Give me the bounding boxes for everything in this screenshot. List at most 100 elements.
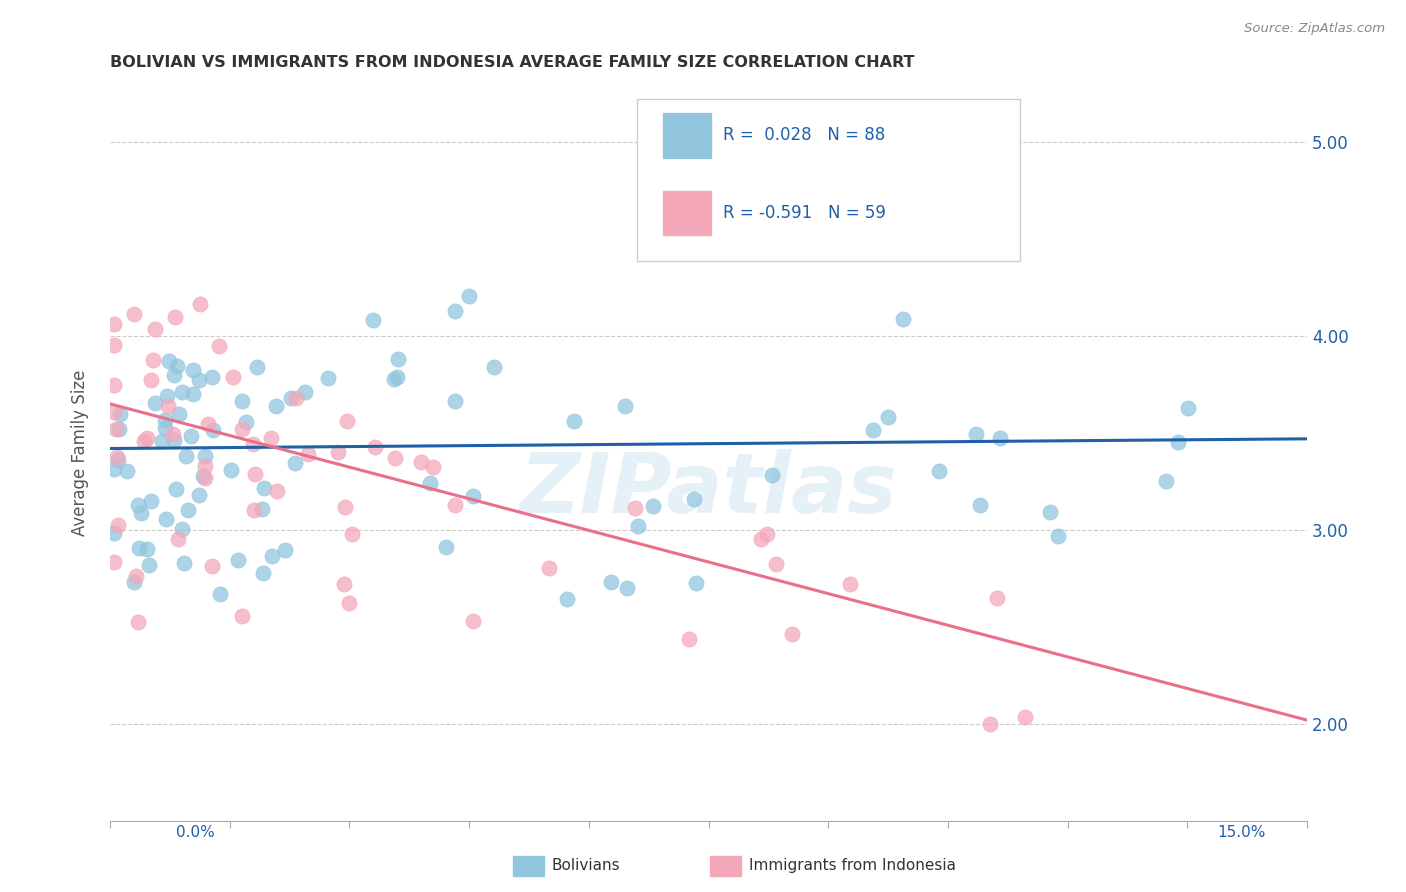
Point — [143, 396, 166, 410]
Point — [128, 541, 150, 555]
Point — [153, 413, 176, 427]
FancyBboxPatch shape — [664, 191, 711, 235]
Point — [167, 407, 190, 421]
Text: R =  0.028   N = 88: R = 0.028 N = 88 — [723, 127, 886, 145]
Point — [172, 384, 194, 399]
Point — [463, 614, 485, 628]
Point — [122, 307, 145, 321]
Point — [173, 556, 195, 570]
Point — [139, 372, 162, 386]
Point — [250, 502, 273, 516]
Point — [458, 289, 481, 303]
Point — [201, 559, 224, 574]
Point — [260, 549, 283, 563]
Point — [555, 591, 578, 606]
Point — [181, 387, 204, 401]
Point — [285, 391, 308, 405]
Point — [613, 399, 636, 413]
Point — [1167, 435, 1189, 450]
Point — [969, 498, 991, 512]
Point — [1177, 401, 1199, 415]
Point — [1046, 528, 1069, 542]
Point — [444, 304, 467, 318]
Point — [335, 500, 357, 514]
Point — [333, 577, 356, 591]
FancyBboxPatch shape — [664, 113, 711, 158]
Point — [132, 434, 155, 449]
Text: 15.0%: 15.0% — [1218, 825, 1265, 840]
Point — [1014, 710, 1036, 724]
Point — [266, 483, 288, 498]
Point — [761, 467, 783, 482]
Point — [108, 407, 131, 421]
Point — [326, 445, 349, 459]
Point — [409, 455, 432, 469]
Point — [163, 434, 186, 448]
Point — [167, 533, 190, 547]
Point — [280, 391, 302, 405]
Point — [641, 499, 664, 513]
Point — [163, 368, 186, 383]
Point — [103, 526, 125, 541]
Point — [187, 372, 209, 386]
Point — [274, 543, 297, 558]
Point — [562, 413, 585, 427]
Point — [181, 363, 204, 377]
Point — [297, 447, 319, 461]
Point — [135, 431, 157, 445]
Point — [162, 427, 184, 442]
Point — [166, 359, 188, 373]
Point — [627, 519, 650, 533]
Point — [125, 569, 148, 583]
Point — [115, 464, 138, 478]
Point — [138, 558, 160, 572]
Point — [103, 378, 125, 392]
Point — [159, 354, 181, 368]
Point — [208, 586, 231, 600]
Text: BOLIVIAN VS IMMIGRANTS FROM INDONESIA AVERAGE FAMILY SIZE CORRELATION CHART: BOLIVIAN VS IMMIGRANTS FROM INDONESIA AV… — [110, 55, 914, 70]
Point — [364, 440, 387, 454]
Point — [107, 453, 129, 467]
Point — [155, 421, 177, 435]
Point — [444, 394, 467, 409]
Point — [1154, 474, 1177, 488]
Point — [986, 591, 1008, 606]
Point — [682, 491, 704, 506]
Point — [127, 499, 149, 513]
Point — [188, 297, 211, 311]
Point — [202, 423, 225, 437]
Point — [143, 322, 166, 336]
Point — [142, 353, 165, 368]
Point — [284, 457, 307, 471]
Point — [336, 414, 359, 428]
Point — [382, 372, 405, 386]
Point — [122, 575, 145, 590]
Point — [245, 467, 267, 481]
Point — [131, 506, 153, 520]
Point — [599, 574, 621, 589]
Point — [156, 399, 179, 413]
Point — [201, 370, 224, 384]
Point — [419, 476, 441, 491]
Point — [231, 393, 253, 408]
Point — [387, 351, 409, 366]
Point — [337, 596, 360, 610]
Point — [264, 400, 287, 414]
Point — [838, 577, 860, 591]
Point — [221, 369, 243, 384]
Point — [231, 422, 253, 436]
Point — [139, 494, 162, 508]
Text: ZIPatlas: ZIPatlas — [520, 449, 897, 530]
Text: R = -0.591   N = 59: R = -0.591 N = 59 — [723, 203, 886, 222]
Point — [194, 450, 217, 464]
Point — [156, 389, 179, 403]
Point — [685, 576, 707, 591]
Point — [891, 311, 914, 326]
FancyBboxPatch shape — [637, 98, 1019, 260]
Point — [174, 449, 197, 463]
Point — [104, 422, 127, 436]
Point — [177, 503, 200, 517]
Point — [361, 313, 384, 327]
Point — [678, 632, 700, 646]
Point — [765, 557, 787, 571]
